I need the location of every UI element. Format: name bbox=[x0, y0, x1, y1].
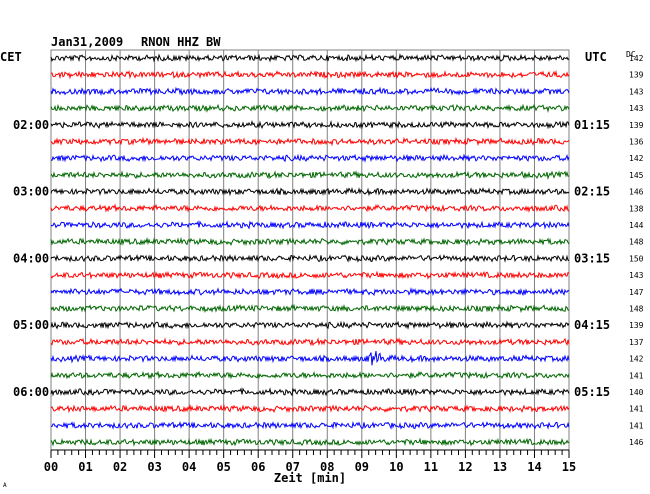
x-tick-label: 11 bbox=[424, 460, 438, 474]
x-axis-title: Zeit [min] bbox=[274, 471, 346, 485]
dc-value: 147 bbox=[629, 288, 644, 297]
dc-value: 146 bbox=[629, 188, 644, 197]
left-time-label: 02:00 bbox=[13, 118, 49, 132]
dc-header-label: DC bbox=[626, 50, 636, 59]
left-time-label: 04:00 bbox=[13, 251, 49, 265]
dc-value: 137 bbox=[629, 338, 644, 347]
right-time-label: 04:15 bbox=[574, 318, 610, 332]
left-time-label: 06:00 bbox=[13, 385, 49, 399]
trace-line bbox=[50, 236, 570, 247]
x-tick-label: 09 bbox=[355, 460, 369, 474]
x-tick-label: 07 bbox=[286, 460, 300, 474]
dc-value: 145 bbox=[629, 171, 644, 180]
trace-line bbox=[50, 337, 570, 347]
trace-line bbox=[50, 420, 570, 430]
seismic-traces bbox=[50, 53, 570, 447]
right-time-label: 05:15 bbox=[574, 385, 610, 399]
dc-value: 143 bbox=[629, 87, 644, 96]
x-tick-label: 10 bbox=[389, 460, 403, 474]
trace-line bbox=[50, 153, 570, 163]
dc-value: 148 bbox=[629, 238, 644, 247]
dc-value: 141 bbox=[629, 421, 644, 430]
dc-value: 139 bbox=[629, 71, 644, 80]
dc-value: 150 bbox=[629, 254, 644, 263]
trace-line bbox=[50, 53, 570, 63]
trace-line bbox=[50, 86, 570, 97]
trace-line bbox=[50, 403, 570, 414]
left-time-label: 03:00 bbox=[13, 185, 49, 199]
trace-line bbox=[50, 350, 570, 366]
dc-value: 142 bbox=[629, 355, 644, 364]
trace-line bbox=[50, 136, 570, 147]
trace-line bbox=[50, 187, 570, 197]
dc-value: 141 bbox=[629, 405, 644, 414]
right-time-label: 02:15 bbox=[574, 185, 610, 199]
trace-line bbox=[50, 437, 570, 447]
right-time-label: 03:15 bbox=[574, 251, 610, 265]
trace-line bbox=[50, 270, 570, 280]
x-tick-label: 15 bbox=[562, 460, 576, 474]
dc-value: 146 bbox=[629, 438, 644, 447]
trace-line bbox=[50, 203, 570, 213]
header-station: RNON HHZ BW bbox=[141, 35, 221, 49]
dc-value: 138 bbox=[629, 204, 644, 213]
dc-value: 139 bbox=[629, 321, 644, 330]
x-tick-label: 13 bbox=[493, 460, 507, 474]
x-tick-label: 08 bbox=[320, 460, 334, 474]
x-tick-label: 04 bbox=[182, 460, 196, 474]
dc-value: 148 bbox=[629, 305, 644, 314]
dc-value: 136 bbox=[629, 138, 644, 147]
dc-value: 142 bbox=[629, 154, 644, 163]
x-tick-label: 02 bbox=[113, 460, 127, 474]
trace-line bbox=[50, 387, 570, 397]
trace-line bbox=[50, 103, 570, 113]
trace-line bbox=[50, 253, 570, 263]
right-time-labels: 01:15 02:15 03:15 04:15 05:15 bbox=[574, 118, 610, 399]
dc-values: 142 139 143 143 139 136 142 145 146 138 144 148 150 1… bbox=[629, 54, 644, 447]
x-tick-label: 06 bbox=[251, 460, 265, 474]
trace-line bbox=[50, 170, 570, 180]
trace-line bbox=[50, 120, 570, 130]
dc-value: 142 bbox=[629, 54, 644, 63]
dc-value: 144 bbox=[629, 221, 644, 230]
x-tick-label: 03 bbox=[147, 460, 161, 474]
x-tick-label: 01 bbox=[78, 460, 92, 474]
trace-line bbox=[50, 220, 570, 230]
trace-line bbox=[50, 370, 570, 380]
left-timezone-label: CET bbox=[0, 50, 22, 64]
dc-value: 143 bbox=[629, 104, 644, 113]
dc-value: 139 bbox=[629, 121, 644, 130]
x-tick-label: 14 bbox=[527, 460, 541, 474]
header-date: Jan31,2009 bbox=[51, 35, 123, 49]
trace-line bbox=[50, 320, 570, 330]
x-tick-label: 00 bbox=[44, 460, 58, 474]
corner-mark: A bbox=[3, 482, 7, 489]
dc-value: 141 bbox=[629, 371, 644, 380]
left-time-label: 05:00 bbox=[13, 318, 49, 332]
trace-line bbox=[50, 69, 570, 80]
trace-line bbox=[50, 286, 570, 297]
right-timezone-label: UTC bbox=[585, 50, 607, 64]
x-tick-label: 05 bbox=[216, 460, 230, 474]
right-time-label: 01:15 bbox=[574, 118, 610, 132]
x-tick-label: 12 bbox=[458, 460, 472, 474]
dc-value: 143 bbox=[629, 271, 644, 280]
dc-value: 140 bbox=[629, 388, 644, 397]
trace-line bbox=[50, 303, 570, 314]
left-time-labels: 02:00 03:00 04:00 05:00 06:00 bbox=[13, 118, 49, 399]
x-axis: 00 01 02 03 04 05 06 07 08 09 10 11 12 13 14 15 bbox=[44, 449, 576, 474]
